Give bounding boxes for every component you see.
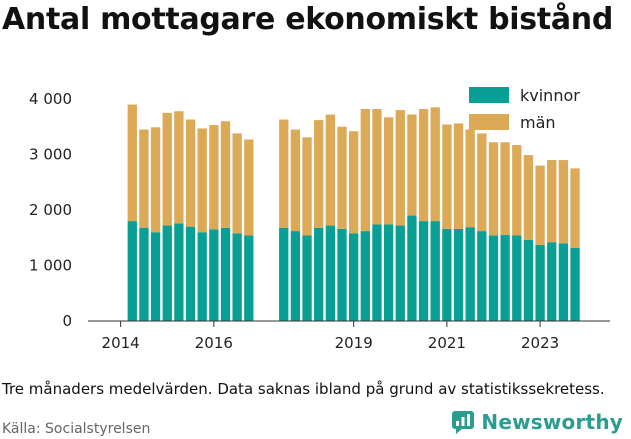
legend-label-kvinnor: kvinnor	[520, 86, 580, 105]
y-tick-label: 1 000	[29, 257, 72, 275]
x-tick-label: 2014	[102, 334, 140, 352]
bar-kvinnor	[139, 227, 149, 321]
bar-man	[395, 110, 405, 226]
bar-man	[430, 107, 440, 222]
bar-man	[523, 155, 534, 240]
bar-kvinnor	[349, 233, 359, 321]
source-label: Källa: Socialstyrelsen	[2, 421, 151, 437]
bar-man	[185, 119, 196, 227]
bar-kvinnor	[523, 239, 534, 321]
bar-man	[127, 104, 137, 222]
bar-kvinnor	[535, 244, 545, 321]
bar-kvinnor	[512, 235, 522, 321]
legend: kvinnor män	[469, 86, 580, 132]
bar-kvinnor	[465, 227, 475, 321]
bar-man	[535, 165, 545, 245]
bar-kvinnor	[185, 226, 196, 321]
bar-man	[290, 129, 301, 232]
brand-name: Newsworthy	[481, 410, 623, 434]
bar-kvinnor	[547, 242, 557, 321]
bar-kvinnor	[407, 215, 417, 321]
bar-kvinnor	[290, 231, 301, 321]
bar-kvinnor	[570, 247, 580, 321]
bar-man	[372, 108, 382, 225]
bar-kvinnor	[558, 243, 569, 321]
bar-kvinnor	[302, 235, 312, 321]
newsworthy-logo-icon	[452, 411, 475, 434]
y-tick-label: 0	[62, 312, 72, 330]
bar-man	[570, 168, 580, 248]
bar-man	[477, 133, 487, 232]
footnote: Tre månaders medelvärden. Data saknas ib…	[2, 380, 605, 398]
x-tick-label: 2019	[335, 334, 373, 352]
brand: Newsworthy	[451, 410, 623, 434]
bar-man	[442, 124, 452, 229]
bar-man	[453, 123, 464, 229]
bar-man	[279, 119, 289, 228]
bar-man	[220, 121, 231, 228]
y-axis-ticks: 0 1 000 2 000 3 000 4 000	[29, 90, 72, 330]
legend-label-man: män	[520, 113, 556, 132]
bar-kvinnor	[383, 224, 394, 321]
y-tick-label: 2 000	[29, 201, 72, 219]
bar-kvinnor	[500, 234, 510, 321]
bar-man	[349, 131, 359, 234]
bar-man	[418, 108, 429, 222]
bar-man	[558, 160, 569, 244]
bar-kvinnor	[279, 227, 289, 321]
bar-man	[383, 117, 394, 225]
bar-kvinnor	[372, 224, 382, 321]
bar-kvinnor	[150, 232, 161, 321]
bar-man	[244, 139, 254, 236]
bar-kvinnor	[337, 228, 347, 321]
bar-man	[302, 137, 312, 236]
bar-kvinnor	[325, 225, 336, 321]
bar-man	[500, 142, 510, 235]
chart-title: Antal mottagare ekonomiskt bistånd	[2, 2, 614, 37]
bar-kvinnor	[418, 221, 429, 321]
bar-man	[488, 142, 499, 236]
bar-kvinnor	[220, 227, 231, 321]
y-tick-label: 4 000	[29, 90, 72, 108]
x-axis-ticks: 2014 2016 2019 2021 2023	[102, 321, 559, 352]
y-tick-label: 3 000	[29, 146, 72, 164]
bar-kvinnor	[197, 232, 207, 321]
bar-man	[197, 128, 207, 233]
bar-kvinnor	[488, 235, 499, 321]
bar-man	[209, 125, 219, 230]
bar-man	[139, 129, 149, 228]
bar-kvinnor	[209, 229, 219, 321]
bar-man	[337, 126, 347, 229]
bar-man	[512, 145, 522, 236]
bar-man	[162, 112, 172, 226]
bar-kvinnor	[360, 231, 370, 321]
bar-kvinnor	[395, 225, 405, 321]
bar-man	[314, 120, 324, 228]
bar-kvinnor	[453, 228, 464, 321]
x-tick-label: 2016	[195, 334, 233, 352]
bar-man	[232, 133, 242, 234]
legend-swatch-kvinnor	[469, 87, 509, 103]
bar-kvinnor	[127, 221, 137, 321]
bar-kvinnor	[232, 233, 242, 321]
bar-man	[325, 114, 336, 226]
bar-man	[465, 129, 475, 228]
bar-man	[407, 114, 417, 216]
bar-kvinnor	[162, 225, 172, 321]
bars	[127, 104, 580, 321]
bar-kvinnor	[174, 223, 184, 321]
legend-swatch-man	[469, 114, 509, 130]
bar-man	[174, 111, 184, 224]
bar-man	[150, 127, 161, 233]
bar-kvinnor	[314, 227, 324, 321]
bar-man	[547, 160, 557, 243]
bar-kvinnor	[477, 231, 487, 321]
x-tick-label: 2023	[521, 334, 559, 352]
bar-kvinnor	[442, 228, 452, 321]
bar-man	[360, 108, 370, 232]
bar-kvinnor	[430, 221, 440, 321]
x-tick-label: 2021	[428, 334, 466, 352]
bar-kvinnor	[244, 235, 254, 321]
